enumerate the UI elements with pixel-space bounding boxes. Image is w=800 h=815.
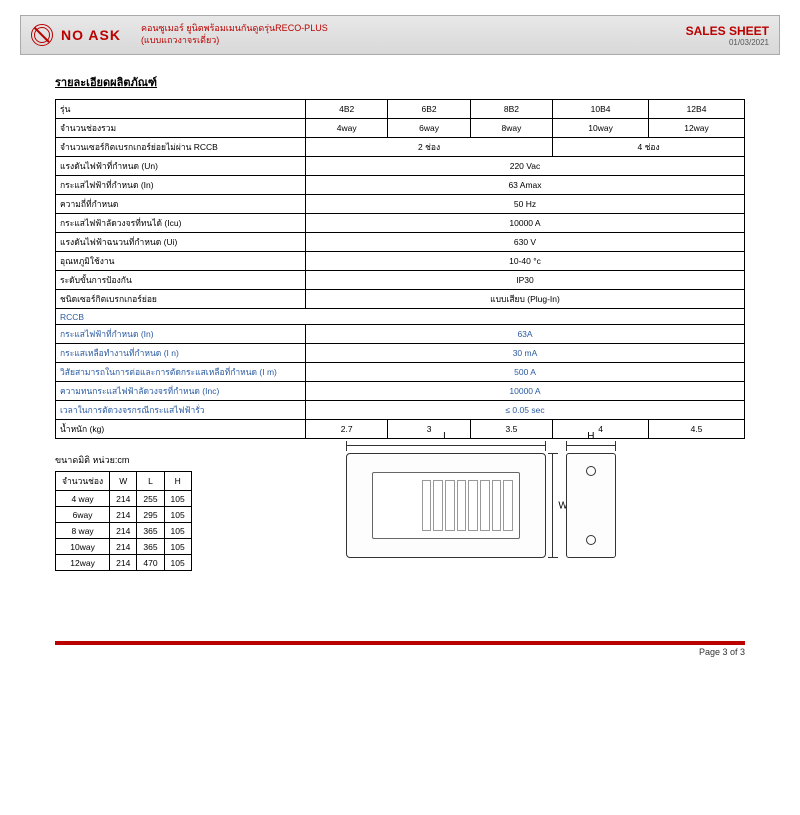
doc-type: SALES SHEET [686,24,769,38]
page-number: Page 3 of 3 [699,647,745,657]
section-title: รายละเอียดผลิตภัณฑ์ [55,73,745,91]
rccb-section: RCCB [56,309,745,325]
brand-name: NO ASK [61,27,121,43]
spec-table: รุ่น4B26B28B210B412B4 จำนวนช่องรวม4way6w… [55,99,745,439]
dimension-diagram: L W H [217,453,745,558]
brand-logo-icon [31,24,53,46]
dimension-table: จำนวนช่องWLH 4 way214255105 6way21429510… [55,471,192,571]
dim-title: ขนาดมิติ หน่วย:cm [55,453,192,467]
doc-date: 01/03/2021 [686,38,769,47]
subheading: คอนซูเมอร์ ยูนิตพร้อมเมนกันดูดรุ่นRECO-P… [141,23,328,46]
header: NO ASK คอนซูเมอร์ ยูนิตพร้อมเมนกันดูดรุ่… [20,15,780,55]
footer: Page 3 of 3 [55,641,745,657]
